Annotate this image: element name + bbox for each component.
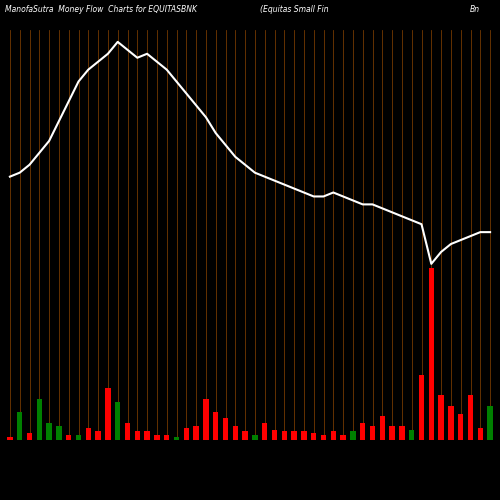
Bar: [488, 406, 493, 440]
Bar: [232, 426, 238, 440]
Bar: [458, 414, 464, 440]
Bar: [292, 432, 297, 440]
Bar: [272, 430, 277, 440]
Bar: [76, 435, 81, 440]
Bar: [213, 412, 218, 440]
Bar: [7, 436, 12, 440]
Bar: [242, 432, 248, 440]
Bar: [428, 268, 434, 440]
Bar: [56, 426, 62, 440]
Bar: [184, 428, 189, 440]
Bar: [203, 398, 208, 440]
Text: (Equitas Small Fin: (Equitas Small Fin: [260, 5, 328, 14]
Bar: [380, 416, 385, 440]
Bar: [36, 398, 42, 440]
Bar: [66, 435, 71, 440]
Bar: [174, 436, 179, 440]
Bar: [262, 423, 268, 440]
Bar: [27, 433, 32, 440]
Bar: [115, 402, 120, 440]
Bar: [134, 432, 140, 440]
Bar: [321, 435, 326, 440]
Bar: [438, 395, 444, 440]
Bar: [301, 432, 306, 440]
Bar: [370, 426, 375, 440]
Bar: [154, 435, 160, 440]
Bar: [478, 428, 483, 440]
Bar: [330, 432, 336, 440]
Bar: [448, 406, 454, 440]
Bar: [96, 432, 101, 440]
Bar: [311, 433, 316, 440]
Bar: [223, 418, 228, 440]
Bar: [419, 374, 424, 440]
Bar: [194, 426, 199, 440]
Bar: [360, 423, 366, 440]
Bar: [340, 435, 346, 440]
Bar: [105, 388, 110, 440]
Bar: [282, 432, 287, 440]
Bar: [350, 432, 356, 440]
Bar: [409, 430, 414, 440]
Bar: [144, 432, 150, 440]
Bar: [125, 423, 130, 440]
Bar: [252, 435, 258, 440]
Bar: [399, 426, 404, 440]
Bar: [164, 435, 170, 440]
Bar: [17, 412, 22, 440]
Bar: [390, 426, 395, 440]
Bar: [46, 423, 52, 440]
Bar: [86, 428, 91, 440]
Text: ManofaSutra  Money Flow  Charts for EQUITASBNK: ManofaSutra Money Flow Charts for EQUITA…: [5, 5, 197, 14]
Bar: [468, 395, 473, 440]
Text: Bn: Bn: [470, 5, 480, 14]
